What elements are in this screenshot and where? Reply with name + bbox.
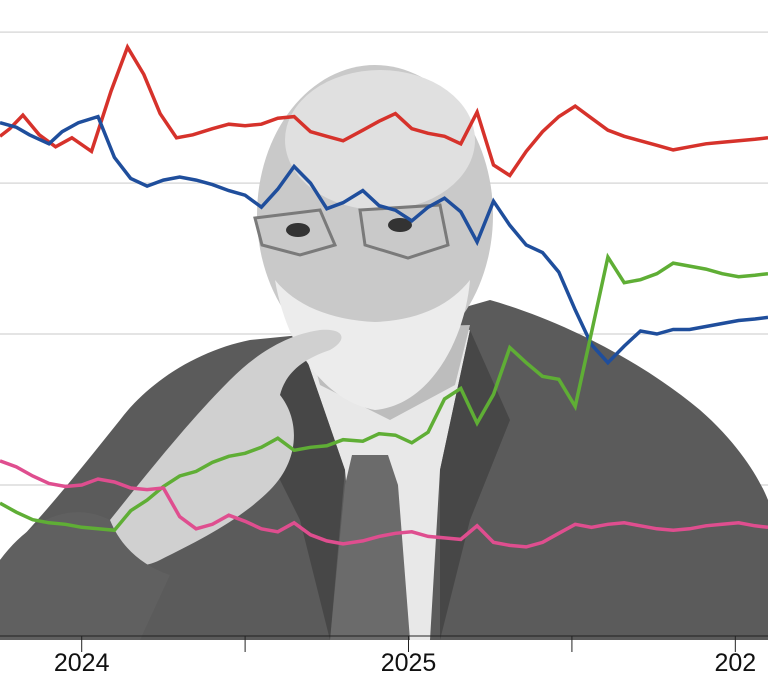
x-axis-ticks: 2024 2025 202: [54, 636, 756, 675]
series-layer: [0, 43, 768, 549]
photo-eye-left: [286, 223, 310, 237]
photo-hand: [108, 329, 342, 566]
photo-eye-right: [388, 218, 412, 232]
photo-sleeve: [0, 512, 170, 640]
series-line-3: [0, 252, 768, 533]
portrait-photo: [0, 65, 768, 640]
photo-lapel-right: [440, 330, 510, 640]
photo-glasses: [253, 203, 450, 260]
series-line-4: [0, 459, 768, 549]
x-tick-label: 2025: [381, 649, 437, 675]
series-line-1: [0, 43, 768, 178]
x-tick-label: 2024: [54, 649, 110, 675]
photo-scalp-highlight: [285, 70, 475, 210]
x-tick-label: 202: [714, 649, 756, 675]
photo-beard: [275, 280, 470, 410]
photo-tie: [330, 455, 410, 640]
series-line-2: [0, 114, 768, 366]
